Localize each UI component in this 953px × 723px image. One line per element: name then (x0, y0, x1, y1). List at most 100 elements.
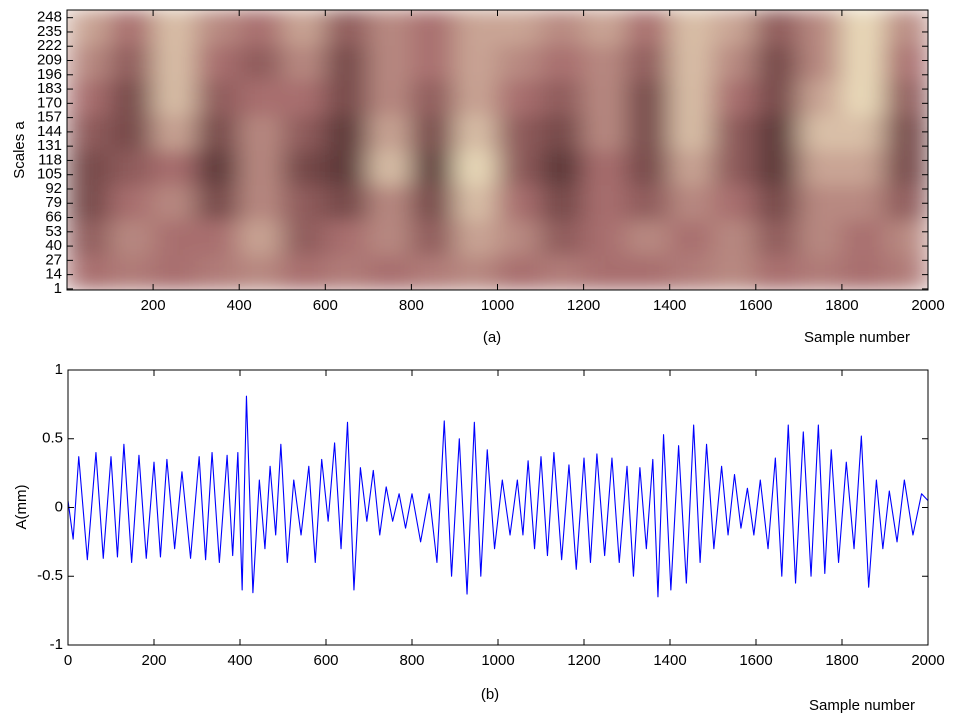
heatmap-cell (109, 44, 154, 81)
y-tick-label: 27 (45, 251, 62, 268)
heatmap-cell (540, 219, 585, 256)
x-tick-label: 1800 (825, 652, 858, 669)
heatmap-cell (67, 114, 111, 151)
heatmap-cell (67, 184, 111, 221)
y-tick-label: 222 (37, 37, 62, 54)
heatmap-cell (798, 10, 843, 46)
heatmap-cell (367, 10, 412, 46)
heatmap-cell (583, 44, 628, 81)
heatmap-cell (712, 254, 757, 290)
heatmap-cell (755, 114, 800, 151)
heatmap-cell (453, 254, 498, 290)
heatmap-cell (453, 184, 498, 221)
heatmap-cell (367, 114, 412, 151)
heatmap-cell (626, 254, 671, 290)
y-tick-label: 235 (37, 23, 62, 40)
heatmap-cell (884, 44, 928, 81)
heatmap-cell (841, 254, 886, 290)
heatmap-cell (798, 184, 843, 221)
heatmap-cells (67, 10, 928, 290)
x-tick-label: 800 (399, 652, 424, 669)
heatmap-cell (755, 44, 800, 81)
heatmap-cell (626, 149, 671, 186)
heatmap-cell (67, 10, 111, 46)
heatmap-cell (712, 219, 757, 256)
x-tick-label: 1400 (653, 297, 686, 314)
y-tick-label: 170 (37, 94, 62, 111)
caption: (a) (483, 329, 501, 346)
heatmap-cell (755, 79, 800, 116)
heatmap-cell (109, 219, 154, 256)
heatmap-cell (195, 114, 240, 151)
heatmap-cell (798, 219, 843, 256)
heatmap-cell (583, 79, 628, 116)
heatmap-cell (453, 10, 498, 46)
heatmap-cell (67, 79, 111, 116)
heatmap-cell (884, 114, 928, 151)
heatmap-cell (367, 254, 412, 290)
x-tick-label: 1400 (653, 652, 686, 669)
heatmap-cell (583, 149, 628, 186)
heatmap-cell (540, 184, 585, 221)
heatmap-cell (281, 184, 326, 221)
heatmap-cell (626, 219, 671, 256)
x-tick-label: 200 (141, 652, 166, 669)
heatmap-cell (67, 44, 111, 81)
heatmap-cell (195, 184, 240, 221)
heatmap-cell (152, 254, 197, 290)
heatmap-cell (497, 219, 542, 256)
heatmap-cell (583, 114, 628, 151)
heatmap-cell (281, 149, 326, 186)
heatmap-cell (367, 44, 412, 81)
heatmap-cell (884, 184, 928, 221)
heatmap-cell (497, 254, 542, 290)
heatmap-cell (238, 219, 283, 256)
heatmap-cell (841, 219, 886, 256)
heatmap-cell (669, 79, 714, 116)
heatmap-cell (712, 149, 757, 186)
y-tick-label: 157 (37, 109, 62, 126)
heatmap-cell (626, 114, 671, 151)
heatmap-cell (324, 79, 369, 116)
heatmap-cell (626, 10, 671, 46)
heatmap-cell (281, 44, 326, 81)
heatmap-cell (626, 44, 671, 81)
y-tick-label: 92 (45, 180, 62, 197)
heatmap-cell (195, 219, 240, 256)
heatmap-cell (238, 10, 283, 46)
heatmap-cell (841, 10, 886, 46)
heatmap-cell (669, 114, 714, 151)
y-tick-label: 66 (45, 208, 62, 225)
y-tick-label: 144 (37, 123, 62, 140)
heatmap-cell (798, 44, 843, 81)
signal-line (67, 395, 929, 598)
heatmap-cell (884, 149, 928, 186)
heatmap-cell (712, 114, 757, 151)
heatmap-cell (755, 219, 800, 256)
heatmap-cell (841, 149, 886, 186)
heatmap-cell (281, 10, 326, 46)
heatmap-cell (410, 254, 455, 290)
heatmap-cell (669, 149, 714, 186)
heatmap-cell (281, 79, 326, 116)
heatmap-cell (841, 184, 886, 221)
heatmap-cell (238, 79, 283, 116)
heatmap-cell (109, 79, 154, 116)
x-tick-label: 800 (399, 297, 424, 314)
heatmap-cell (669, 254, 714, 290)
y-tick-label: -1 (50, 636, 63, 653)
y-axis-label: A(mm) (13, 485, 30, 530)
heatmap (67, 10, 928, 290)
heatmap-cell (540, 149, 585, 186)
x-tick-label: 1600 (739, 297, 772, 314)
heatmap-cell (152, 10, 197, 46)
x-tick-label: 1600 (739, 652, 772, 669)
x-tick-label: 2000 (911, 652, 944, 669)
heatmap-cell (324, 10, 369, 46)
y-axis-label: Scales a (11, 121, 28, 179)
y-tick-label: 14 (45, 266, 62, 283)
heatmap-cell (626, 184, 671, 221)
heatmap-cell (238, 254, 283, 290)
x-tick-label: 200 (141, 297, 166, 314)
